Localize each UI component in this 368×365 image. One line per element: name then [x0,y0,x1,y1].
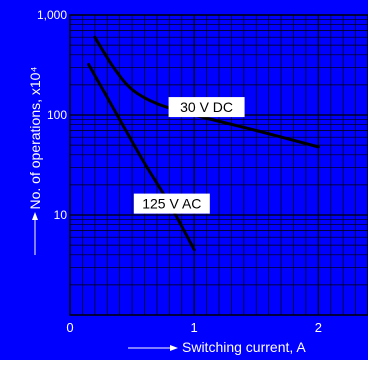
y-tick-label: 1,000 [37,8,67,22]
x-axis-arrow-head [170,345,178,351]
tick-labels: 0 1 2 10 100 1,000 [37,8,322,335]
x-tick-label: 2 [315,320,322,335]
series-line-0 [93,35,320,149]
series-label-1: 125 V AC [142,196,201,212]
y-tick-label: 10 [54,208,68,222]
x-tick-label: 1 [191,320,198,335]
grid [70,15,368,315]
series-labels: 30 V DC 125 V AC [133,97,245,214]
y-axis-arrow-head [32,212,38,220]
series-label-0: 30 V DC [180,99,233,115]
plot-frame [69,14,368,316]
y-tick-label: 100 [47,108,67,122]
x-tick-label: 0 [66,320,73,335]
x-axis-label: Switching current, A [182,339,306,355]
series-label-box-0 [168,97,245,118]
axis-arrows [32,212,178,351]
y-axis-label: No. of operations, x10⁴ [27,67,43,210]
series-label-box-1 [133,193,210,214]
